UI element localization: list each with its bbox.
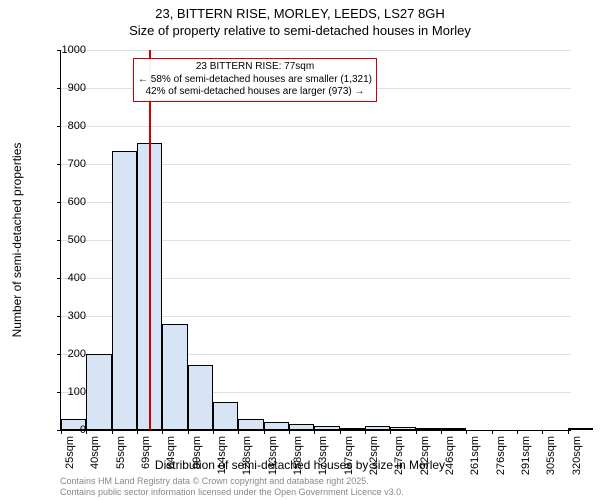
xtick-mark: [188, 430, 189, 434]
ytick-label: 1000: [62, 44, 86, 56]
chart-container: 23, BITTERN RISE, MORLEY, LEEDS, LS27 8G…: [0, 0, 600, 500]
histogram-bar: [188, 365, 213, 430]
ytick-mark: [57, 240, 61, 241]
xtick-mark: [542, 430, 543, 434]
xtick-label: 291sqm: [520, 436, 532, 475]
ytick-mark: [57, 392, 61, 393]
xtick-label: 25sqm: [64, 436, 76, 469]
xtick-label: 173sqm: [317, 436, 329, 475]
xtick-label: 305sqm: [545, 436, 557, 475]
xtick-mark: [61, 430, 62, 434]
histogram-bar: [264, 422, 289, 430]
xtick-mark: [86, 430, 87, 434]
xtick-label: 246sqm: [444, 436, 456, 475]
ytick-label: 100: [68, 386, 86, 398]
histogram-bar: [112, 151, 137, 430]
xtick-mark: [264, 430, 265, 434]
histogram-bar: [238, 419, 263, 430]
plot-area: 23 BITTERN RISE: 77sqm← 58% of semi-deta…: [60, 50, 571, 431]
xtick-label: 55sqm: [115, 436, 127, 469]
xtick-mark: [238, 430, 239, 434]
histogram-bar: [441, 428, 466, 430]
xtick-label: 276sqm: [495, 436, 507, 475]
xtick-label: 202sqm: [368, 436, 380, 475]
histogram-bar: [86, 354, 111, 430]
annotation-line2: ← 58% of semi-detached houses are smalle…: [138, 74, 372, 87]
xtick-label: 84sqm: [165, 436, 177, 469]
ytick-mark: [57, 164, 61, 165]
xtick-label: 261sqm: [469, 436, 481, 475]
histogram-bar: [568, 428, 593, 430]
footer-line2: Contains public sector information licen…: [60, 487, 404, 498]
y-axis-label: Number of semi-detached properties: [10, 143, 24, 338]
histogram-bar: [365, 426, 390, 430]
histogram-bar: [213, 402, 238, 431]
ytick-label: 400: [68, 272, 86, 284]
histogram-bar: [390, 427, 415, 430]
xtick-mark: [137, 430, 138, 434]
histogram-bar: [314, 426, 339, 430]
xtick-label: 69sqm: [140, 436, 152, 469]
footer-line1: Contains HM Land Registry data © Crown c…: [60, 476, 404, 487]
footer-attribution: Contains HM Land Registry data © Crown c…: [60, 476, 404, 498]
annotation-line3: 42% of semi-detached houses are larger (…: [138, 86, 372, 99]
ytick-mark: [57, 354, 61, 355]
xtick-mark: [213, 430, 214, 434]
xtick-label: 143sqm: [267, 436, 279, 475]
reference-line: [149, 50, 151, 430]
xtick-mark: [416, 430, 417, 434]
histogram-bar: [289, 424, 314, 430]
histogram-bar: [416, 428, 441, 430]
xtick-label: 114sqm: [216, 436, 228, 474]
xtick-mark: [289, 430, 290, 434]
ytick-label: 900: [68, 82, 86, 94]
ytick-mark: [57, 88, 61, 89]
title-line2: Size of property relative to semi-detach…: [0, 23, 600, 40]
ytick-mark: [57, 316, 61, 317]
ytick-label: 600: [68, 196, 86, 208]
xtick-mark: [390, 430, 391, 434]
xtick-mark: [314, 430, 315, 434]
xtick-mark: [466, 430, 467, 434]
xtick-label: 232sqm: [419, 436, 431, 475]
histogram-bar: [162, 324, 187, 430]
xtick-label: 187sqm: [343, 436, 355, 475]
xtick-mark: [517, 430, 518, 434]
xtick-mark: [441, 430, 442, 434]
title-line1: 23, BITTERN RISE, MORLEY, LEEDS, LS27 8G…: [0, 6, 600, 23]
chart-title: 23, BITTERN RISE, MORLEY, LEEDS, LS27 8G…: [0, 0, 600, 40]
ytick-mark: [57, 278, 61, 279]
xtick-mark: [340, 430, 341, 434]
xtick-mark: [568, 430, 569, 434]
xtick-mark: [492, 430, 493, 434]
gridline: [61, 50, 571, 51]
ytick-label: 500: [68, 234, 86, 246]
xtick-label: 128sqm: [241, 436, 253, 475]
xtick-mark: [162, 430, 163, 434]
ytick-label: 0: [80, 424, 86, 436]
annotation-box: 23 BITTERN RISE: 77sqm← 58% of semi-deta…: [133, 58, 377, 102]
ytick-mark: [57, 202, 61, 203]
xtick-label: 40sqm: [89, 436, 101, 469]
xtick-label: 320sqm: [571, 436, 583, 475]
xtick-mark: [112, 430, 113, 434]
xtick-label: 158sqm: [292, 436, 304, 475]
xtick-mark: [365, 430, 366, 434]
histogram-bar: [340, 428, 365, 430]
ytick-mark: [57, 126, 61, 127]
annotation-line1: 23 BITTERN RISE: 77sqm: [138, 61, 372, 74]
xtick-label: 99sqm: [191, 436, 203, 469]
ytick-label: 800: [68, 120, 86, 132]
ytick-mark: [57, 50, 61, 51]
ytick-label: 200: [68, 348, 86, 360]
xtick-label: 217sqm: [393, 436, 405, 475]
gridline: [61, 126, 571, 127]
ytick-label: 300: [68, 310, 86, 322]
ytick-label: 700: [68, 158, 86, 170]
